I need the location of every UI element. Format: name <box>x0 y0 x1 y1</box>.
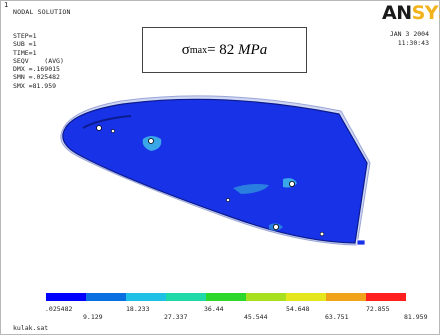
info-time: TIME=1 <box>13 48 37 57</box>
legend-label: 18.233 <box>126 305 150 313</box>
timestamp: JAN 3 2004 11:30:43 <box>390 30 429 47</box>
node-marker <box>288 180 295 187</box>
logo-text-an: AN <box>382 2 412 24</box>
info-sub: SUB =1 <box>13 40 37 49</box>
legend-swatch <box>286 293 326 301</box>
legend-label: 54.648 <box>286 305 310 313</box>
solution-info: STEP=1 SUB =1 TIME=1 SEQV (AVG) DMX =.16… <box>13 32 64 90</box>
node-marker <box>272 223 279 230</box>
legend-swatch <box>326 293 366 301</box>
legend-label: 36.44 <box>204 305 224 313</box>
sigma-equals: = 82 <box>207 41 239 58</box>
info-dmx: DMX =.169015 <box>13 65 60 74</box>
info-step: STEP=1 <box>13 32 37 40</box>
sigma-max-annotation: σ max = 82 MPa <box>142 27 307 73</box>
node-marker <box>148 138 154 144</box>
legend-swatch <box>126 293 166 301</box>
node-marker <box>111 129 115 133</box>
max-marker <box>356 239 366 246</box>
info-smx: SMX =81.959 <box>13 81 57 90</box>
legend-swatch <box>206 293 246 301</box>
plot-date: JAN 3 2004 <box>389 30 429 38</box>
legend-label: 63.751 <box>325 313 349 321</box>
legend-swatch <box>166 293 206 301</box>
model-edge-band <box>82 115 132 129</box>
legend-label: 45.544 <box>244 313 268 321</box>
legend-label: 81.959 <box>404 313 428 321</box>
legend-label: .025482 <box>45 305 73 313</box>
source-filename: kulak.sat <box>13 324 49 332</box>
sigma-subscript: max <box>189 44 208 56</box>
legend-label: 9.129 <box>83 313 103 321</box>
legend-swatch <box>46 293 86 301</box>
legend-swatch <box>366 293 406 301</box>
plot-title: NODAL SOLUTION <box>13 8 71 16</box>
legend-label: 27.337 <box>164 313 188 321</box>
node-marker <box>319 231 325 237</box>
plot-time: 11:30:43 <box>397 38 429 47</box>
legend-swatch <box>246 293 286 301</box>
contour-legend-bar <box>46 293 406 301</box>
info-seqv: SEQV (AVG) <box>13 56 64 65</box>
hotspot-region-center <box>233 184 269 194</box>
logo-text-sys: SYS <box>411 2 440 24</box>
node-marker <box>226 198 230 202</box>
sigma-unit: MPa <box>238 41 268 58</box>
ansys-logo: ANSYS <box>382 4 440 23</box>
sigma-symbol: σ <box>181 41 190 58</box>
window-number: 1 <box>4 1 9 9</box>
info-smn: SMN =.025482 <box>13 73 60 82</box>
legend-label: 72.855 <box>366 305 390 313</box>
node-marker <box>96 125 102 131</box>
legend-swatch <box>86 293 126 301</box>
model-body <box>62 98 368 244</box>
